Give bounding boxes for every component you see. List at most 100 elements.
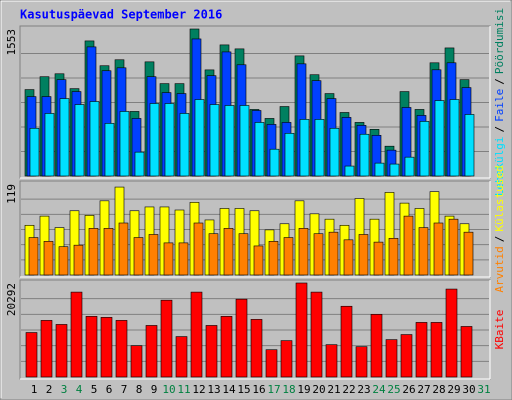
bar xyxy=(403,215,414,276)
bar xyxy=(73,244,84,276)
x-tick-label: 7 xyxy=(121,383,128,396)
bar xyxy=(100,317,113,378)
bar xyxy=(194,99,205,177)
bar xyxy=(449,99,460,177)
bar xyxy=(250,319,263,378)
bar xyxy=(58,246,69,276)
bar xyxy=(329,127,340,177)
bar xyxy=(389,163,400,177)
x-tick-label: 16 xyxy=(252,383,265,396)
legend-entry: Arvutid xyxy=(493,246,506,292)
bar xyxy=(269,148,280,177)
bar xyxy=(415,322,428,378)
bar xyxy=(208,233,219,276)
bar xyxy=(43,241,54,276)
bar xyxy=(400,334,413,378)
legend-separator: / xyxy=(493,126,506,133)
x-tick-label: 31 xyxy=(477,383,490,396)
chart-title: Kasutuspäevad September 2016 xyxy=(20,8,222,22)
bar xyxy=(295,282,308,378)
bar xyxy=(164,103,175,177)
x-tick-label: 14 xyxy=(222,383,236,396)
legend: KBaite xyxy=(493,310,506,350)
legend-separator: / xyxy=(493,78,506,85)
bar xyxy=(328,231,339,276)
x-tick-label: 25 xyxy=(387,383,400,396)
bar xyxy=(148,234,159,276)
x-tick-label: 9 xyxy=(151,383,158,396)
bar xyxy=(344,165,355,177)
bar xyxy=(223,228,234,276)
x-tick-label: 4 xyxy=(76,383,83,396)
bar xyxy=(74,104,85,177)
bar xyxy=(325,344,338,378)
bar xyxy=(355,346,368,378)
x-tick-label: 11 xyxy=(177,383,190,396)
bar xyxy=(130,345,143,378)
bar xyxy=(433,222,444,276)
bar xyxy=(40,320,53,378)
bar xyxy=(149,103,160,177)
bar xyxy=(419,121,430,177)
bar xyxy=(190,291,203,378)
bar xyxy=(283,237,294,276)
legend-entry: Külastused xyxy=(493,165,506,231)
bar xyxy=(209,104,220,177)
bar xyxy=(265,349,278,378)
bar xyxy=(70,291,83,378)
bar xyxy=(103,228,114,276)
x-tick-label: 28 xyxy=(432,383,445,396)
bar xyxy=(115,320,128,378)
x-tick-label: 3 xyxy=(61,383,68,396)
bar xyxy=(145,325,158,378)
bar xyxy=(445,288,458,378)
bar xyxy=(163,242,174,276)
bar xyxy=(313,233,324,276)
bar xyxy=(193,222,204,276)
bar xyxy=(44,113,55,177)
y-tick-label: 20292 xyxy=(5,283,18,316)
bar xyxy=(175,336,188,378)
bar xyxy=(299,119,310,177)
x-tick-label: 20 xyxy=(312,383,325,396)
bar xyxy=(254,122,265,177)
x-tick-label: 13 xyxy=(207,383,220,396)
bar xyxy=(374,162,385,177)
bar xyxy=(434,100,445,177)
bar xyxy=(160,299,173,378)
x-tick-label: 18 xyxy=(282,383,295,396)
bar xyxy=(404,156,415,177)
bar xyxy=(118,222,129,276)
x-tick-label: 6 xyxy=(106,383,113,396)
bar xyxy=(310,291,323,378)
x-tick-label: 30 xyxy=(462,383,475,396)
x-tick-label: 22 xyxy=(342,383,355,396)
bar xyxy=(179,113,190,177)
bar xyxy=(59,98,70,177)
bar xyxy=(448,218,459,276)
bar xyxy=(314,119,325,177)
bar xyxy=(253,245,264,276)
bar xyxy=(284,133,295,177)
bar xyxy=(133,237,144,276)
bar xyxy=(29,127,40,177)
bar xyxy=(268,241,279,276)
bar xyxy=(220,316,233,378)
bar xyxy=(463,231,474,276)
bar xyxy=(28,237,39,276)
x-tick-label: 12 xyxy=(192,383,205,396)
legend: Lehekülgi / Faile / Pöördumisi xyxy=(493,8,506,196)
bar xyxy=(235,298,248,378)
x-tick-label: 8 xyxy=(136,383,143,396)
legend: Arvutid / Külastused xyxy=(493,165,506,292)
bar xyxy=(178,242,189,276)
legend-entry: Pöördumisi xyxy=(493,8,506,74)
bar xyxy=(224,105,235,177)
x-tick-label: 15 xyxy=(237,383,250,396)
x-tick-label: 23 xyxy=(357,383,370,396)
x-tick-label: 19 xyxy=(297,383,310,396)
x-tick-label: 17 xyxy=(267,383,280,396)
bar xyxy=(298,228,309,276)
x-tick-label: 27 xyxy=(417,383,430,396)
